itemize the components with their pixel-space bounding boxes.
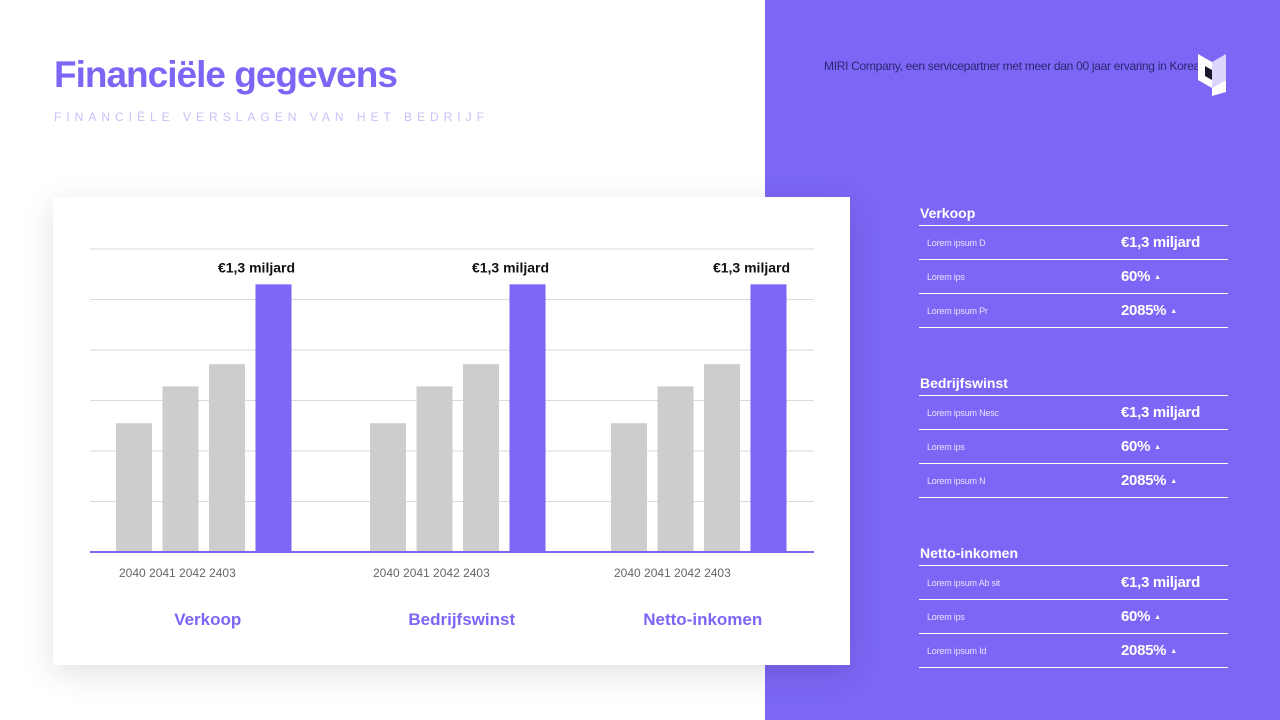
stat-value: 60% ▲ [1121, 268, 1161, 285]
page-title: Financiële gegevens [54, 54, 398, 95]
bar [509, 284, 546, 552]
group-label: Verkoop [174, 610, 241, 629]
stat-value: €1,3 miljard [1121, 574, 1200, 591]
stat-value: 2085% ▲ [1121, 302, 1177, 319]
section-verkoop: Verkoop Lorem ipsum D €1,3 miljard Lorem… [919, 203, 1228, 328]
stat-row: Lorem ips 60% ▲ [919, 430, 1228, 464]
bar [162, 386, 199, 552]
stat-row: Lorem ips 60% ▲ [919, 600, 1228, 634]
bar-chart: €1,3 miljard 2040 2041 2042 2403 Verkoop €1… [90, 248, 814, 629]
stat-value: 60% ▲ [1121, 608, 1161, 625]
stat-row: Lorem ipsum Id 2085% ▲ [919, 634, 1228, 668]
bar [370, 423, 406, 552]
bar [209, 364, 245, 552]
group-label: Bedrijfswinst [408, 610, 515, 629]
bar [416, 386, 453, 552]
stat-label: Lorem ipsum Ab sit [927, 578, 1000, 588]
section-title: Verkoop [919, 203, 1228, 226]
stat-row: Lorem ipsum N 2085% ▲ [919, 464, 1228, 498]
group-label: Netto-inkomen [643, 610, 762, 629]
stat-row: Lorem ipsum Pr 2085% ▲ [919, 294, 1228, 328]
company-logo-icon [1198, 54, 1226, 96]
bar [657, 386, 694, 552]
stat-label: Lorem ipsum Pr [927, 306, 988, 316]
stat-label: Lorem ipsum N [927, 476, 986, 486]
stat-label: Lorem ips [927, 612, 965, 622]
stat-value: 2085% ▲ [1121, 642, 1177, 659]
stat-label: Lorem ips [927, 272, 965, 282]
up-arrow-icon: ▲ [1154, 614, 1161, 621]
up-arrow-icon: ▲ [1170, 478, 1177, 485]
stat-label: Lorem ipsum Nesc [927, 408, 999, 418]
page-subtitle: FINANCIËLE VERSLAGEN VAN HET BEDRIJF [54, 110, 489, 124]
stat-value: 2085% ▲ [1121, 472, 1177, 489]
bar [255, 284, 292, 552]
bar [750, 284, 787, 552]
stat-row: Lorem ips 60% ▲ [919, 260, 1228, 294]
stat-label: Lorem ipsum Id [927, 646, 987, 656]
data-label: €1,3 miljard [472, 259, 549, 275]
tick-label: 2040 2041 2042 2403 [119, 566, 236, 580]
stat-value: €1,3 miljard [1121, 404, 1200, 421]
right-panel [765, 0, 1280, 720]
tick-label: 2040 2041 2042 2403 [373, 566, 490, 580]
section-bedrijfswinst: Bedrijfswinst Lorem ipsum Nesc €1,3 milj… [919, 373, 1228, 498]
section-netto-inkomen: Netto-inkomen Lorem ipsum Ab sit €1,3 mi… [919, 543, 1228, 668]
tick-label: 2040 2041 2042 2403 [614, 566, 731, 580]
stat-value: €1,3 miljard [1121, 234, 1200, 251]
stat-row: Lorem ipsum Ab sit €1,3 miljard [919, 566, 1228, 600]
up-arrow-icon: ▲ [1170, 648, 1177, 655]
bar [704, 364, 740, 552]
up-arrow-icon: ▲ [1154, 444, 1161, 451]
up-arrow-icon: ▲ [1170, 308, 1177, 315]
stat-row: Lorem ipsum Nesc €1,3 miljard [919, 396, 1228, 430]
section-title: Bedrijfswinst [919, 373, 1228, 396]
section-title: Netto-inkomen [919, 543, 1228, 566]
chart-card: €1,3 miljard 2040 2041 2042 2403 Verkoop €1… [53, 197, 850, 665]
stat-label: Lorem ips [927, 442, 965, 452]
stat-label: Lorem ipsum D [927, 238, 986, 248]
data-label: €1,3 miljard [713, 259, 790, 275]
bar [463, 364, 499, 552]
stat-value: 60% ▲ [1121, 438, 1161, 455]
company-description: MIRI Company, een servicepartner met mee… [824, 59, 1200, 73]
bar [116, 423, 152, 552]
bar [611, 423, 647, 552]
stat-row: Lorem ipsum D €1,3 miljard [919, 226, 1228, 260]
data-label: €1,3 miljard [218, 259, 295, 275]
up-arrow-icon: ▲ [1154, 274, 1161, 281]
